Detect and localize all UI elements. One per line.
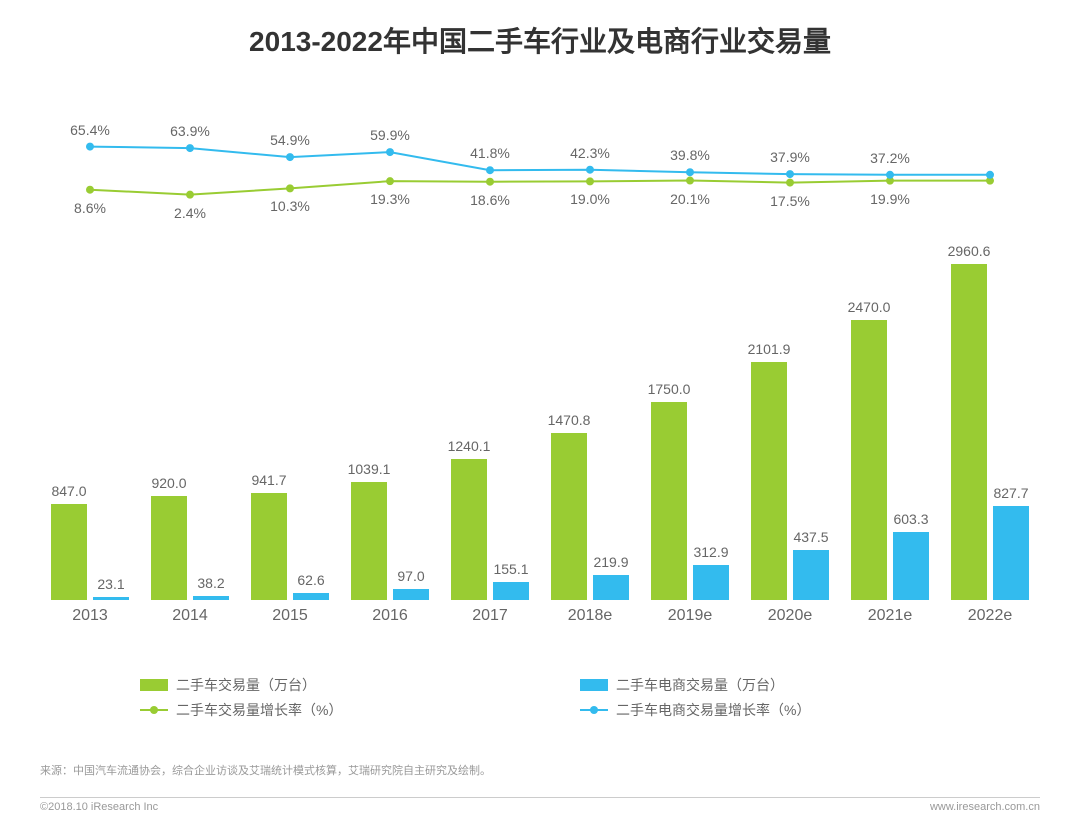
x-axis-label: 2020e bbox=[768, 607, 813, 625]
bar-secondary bbox=[693, 565, 729, 600]
bar-secondary bbox=[193, 596, 229, 600]
line-value-label: 37.9% bbox=[770, 149, 810, 165]
line-value-label: 19.9% bbox=[870, 191, 910, 207]
bar-value-label: 2470.0 bbox=[848, 299, 891, 315]
bar-value-label: 827.7 bbox=[993, 485, 1028, 501]
bar-secondary bbox=[593, 575, 629, 600]
footer-divider bbox=[40, 797, 1040, 798]
bar-value-label: 2101.9 bbox=[748, 341, 791, 357]
legend-item: 二手车电商交易量增长率（%） bbox=[580, 700, 980, 720]
x-axis-label: 2021e bbox=[868, 607, 913, 625]
legend-item: 二手车交易量增长率（%） bbox=[140, 700, 540, 720]
bar-secondary bbox=[93, 597, 129, 600]
line-value-label: 20.1% bbox=[670, 191, 710, 207]
bar-value-label: 97.0 bbox=[397, 568, 424, 584]
bar-value-label: 219.9 bbox=[593, 554, 628, 570]
x-axis-label: 2019e bbox=[668, 607, 713, 625]
line-value-label: 10.3% bbox=[270, 198, 310, 214]
legend-swatch bbox=[580, 679, 608, 691]
legend-item: 二手车电商交易量（万台） bbox=[580, 675, 980, 695]
bar-value-label: 1039.1 bbox=[348, 461, 391, 477]
line-value-label: 2.4% bbox=[174, 205, 206, 221]
plot-region: 847.023.12013920.038.22014941.762.620151… bbox=[40, 80, 1040, 600]
bar-value-label: 920.0 bbox=[151, 475, 186, 491]
x-axis-label: 2015 bbox=[272, 607, 308, 625]
legend-label: 二手车电商交易量（万台） bbox=[616, 675, 784, 695]
line-value-label: 17.5% bbox=[770, 193, 810, 209]
line-value-label: 41.8% bbox=[470, 145, 510, 161]
bar-value-label: 1750.0 bbox=[648, 381, 691, 397]
x-axis-label: 2013 bbox=[72, 607, 108, 625]
bar-value-label: 437.5 bbox=[793, 529, 828, 545]
bar-value-label: 155.1 bbox=[493, 561, 528, 577]
line-value-label: 42.3% bbox=[570, 145, 610, 161]
line-value-label: 37.2% bbox=[870, 150, 910, 166]
bar-secondary bbox=[793, 550, 829, 600]
bar-value-label: 23.1 bbox=[97, 576, 124, 592]
copyright-text: ©2018.10 iResearch Inc bbox=[40, 801, 158, 813]
chart-area: 847.0 23.1 2013 920.0 38.2 2014 941.7 62.6 2015 1… bbox=[40, 80, 1040, 660]
chart-title: 2013-2022年中国二手车行业及电商行业交易量 bbox=[40, 20, 1040, 60]
bar-primary bbox=[851, 320, 887, 600]
x-axis-label: 2017 bbox=[472, 607, 508, 625]
bar-value-label: 941.7 bbox=[251, 472, 286, 488]
bar-value-label: 38.2 bbox=[197, 575, 224, 591]
x-axis-label: 2022e bbox=[968, 607, 1013, 625]
bar-value-label: 1240.1 bbox=[448, 438, 491, 454]
legend-label: 二手车交易量增长率（%） bbox=[176, 700, 342, 720]
bar-secondary bbox=[293, 593, 329, 600]
bar-secondary bbox=[493, 582, 529, 600]
line-value-label: 59.9% bbox=[370, 127, 410, 143]
bar-primary bbox=[351, 482, 387, 600]
line-value-label: 54.9% bbox=[270, 132, 310, 148]
line-value-label: 65.4% bbox=[70, 122, 110, 138]
bar-primary bbox=[251, 493, 287, 600]
bar-primary bbox=[51, 504, 87, 600]
bar-value-label: 847.0 bbox=[51, 483, 86, 499]
x-axis-label: 2016 bbox=[372, 607, 408, 625]
legend-line-icon bbox=[580, 709, 608, 711]
legend-swatch bbox=[140, 679, 168, 691]
site-url: www.iresearch.com.cn bbox=[930, 801, 1040, 813]
bar-secondary bbox=[993, 506, 1029, 600]
line-value-label: 63.9% bbox=[170, 123, 210, 139]
line-value-label: 19.3% bbox=[370, 191, 410, 207]
source-text: 来源：中国汽车流通协会，综合企业访谈及艾瑞统计模式核算，艾瑞研究院自主研究及绘制… bbox=[40, 762, 491, 778]
x-axis-label: 2014 bbox=[172, 607, 208, 625]
bar-primary bbox=[451, 459, 487, 600]
bar-secondary bbox=[393, 589, 429, 600]
bar-primary bbox=[151, 496, 187, 600]
legend-label: 二手车交易量（万台） bbox=[176, 675, 316, 695]
bar-primary bbox=[551, 433, 587, 600]
bar-primary bbox=[751, 362, 787, 600]
line-value-label: 8.6% bbox=[74, 200, 106, 216]
legend-item: 二手车交易量（万台） bbox=[140, 675, 540, 695]
legend-label: 二手车电商交易量增长率（%） bbox=[616, 700, 810, 720]
line-value-label: 39.8% bbox=[670, 147, 710, 163]
bar-value-label: 312.9 bbox=[693, 544, 728, 560]
bar-value-label: 603.3 bbox=[893, 511, 928, 527]
line-value-label: 18.6% bbox=[470, 192, 510, 208]
legend: 二手车交易量（万台） 二手车电商交易量（万台） 二手车交易量增长率（%） 二手车电商交… bbox=[140, 675, 1020, 725]
line-value-label: 19.0% bbox=[570, 191, 610, 207]
bar-primary bbox=[951, 264, 987, 600]
bar-secondary bbox=[893, 532, 929, 600]
bar-value-label: 62.6 bbox=[297, 572, 324, 588]
x-axis-label: 2018e bbox=[568, 607, 613, 625]
bar-value-label: 2960.6 bbox=[948, 243, 991, 259]
bar-primary bbox=[651, 402, 687, 600]
bar-value-label: 1470.8 bbox=[548, 412, 591, 428]
legend-line-icon bbox=[140, 709, 168, 711]
